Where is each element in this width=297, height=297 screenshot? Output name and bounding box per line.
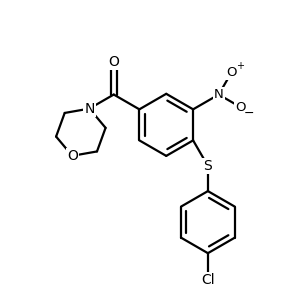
Text: N: N xyxy=(84,102,95,116)
Text: +: + xyxy=(236,61,244,71)
Text: −: − xyxy=(244,107,254,120)
Text: O: O xyxy=(226,66,236,79)
Text: O: O xyxy=(67,149,78,163)
Text: O: O xyxy=(235,101,246,114)
Text: Cl: Cl xyxy=(201,273,215,287)
Text: N: N xyxy=(214,88,224,101)
Text: N: N xyxy=(84,102,95,116)
Text: S: S xyxy=(203,159,212,173)
Text: O: O xyxy=(108,55,119,69)
